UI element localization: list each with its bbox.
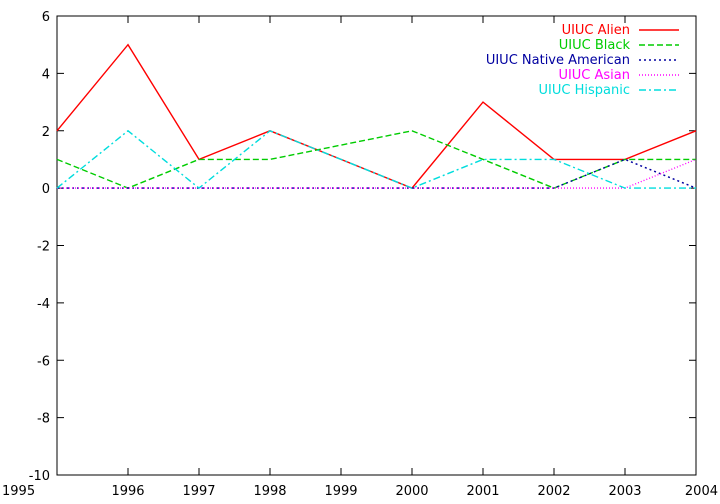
legend-label: UIUC Native American	[486, 53, 630, 68]
x-tick-label: 1998	[253, 484, 286, 499]
y-tick-label: 6	[42, 10, 50, 25]
y-tick-label: -4	[37, 297, 50, 312]
series-line-uiuc-alien	[56, 43, 697, 189]
y-tick-label: -2	[37, 240, 50, 255]
series-line-uiuc-native-american	[57, 158, 697, 189]
y-tick-label: 0	[42, 182, 50, 197]
y-tick-label: -8	[37, 412, 50, 427]
x-tick-label: 2001	[466, 484, 499, 499]
series-lines	[56, 43, 697, 189]
y-tick-label: 2	[42, 125, 50, 140]
legend-label: UIUC Alien	[562, 23, 630, 38]
legend-label: UIUC Hispanic	[539, 83, 630, 98]
y-tick-label: -6	[37, 354, 50, 369]
x-tick-label: 1999	[324, 484, 357, 499]
x-tick-label: 1995	[2, 484, 35, 499]
legend-label: UIUC Asian	[558, 68, 630, 83]
axis-ticks: -10 -8 -6 -4 -2 0 2 4 6 1995 1996 1997 1998 1999 2000 2…	[2, 10, 718, 499]
legend-label: UIUC Black	[559, 38, 631, 53]
x-tick-label: 2004	[685, 484, 718, 499]
x-tick-label: 1997	[182, 484, 215, 499]
x-tick-label: 2003	[608, 484, 641, 499]
x-tick-label: 1996	[111, 484, 144, 499]
x-tick-label: 2002	[537, 484, 570, 499]
y-tick-label: -10	[29, 469, 50, 484]
series-line-uiuc-hispanic	[56, 129, 696, 189]
x-tick-label: 2000	[395, 484, 428, 499]
y-tick-label: 4	[42, 67, 50, 82]
